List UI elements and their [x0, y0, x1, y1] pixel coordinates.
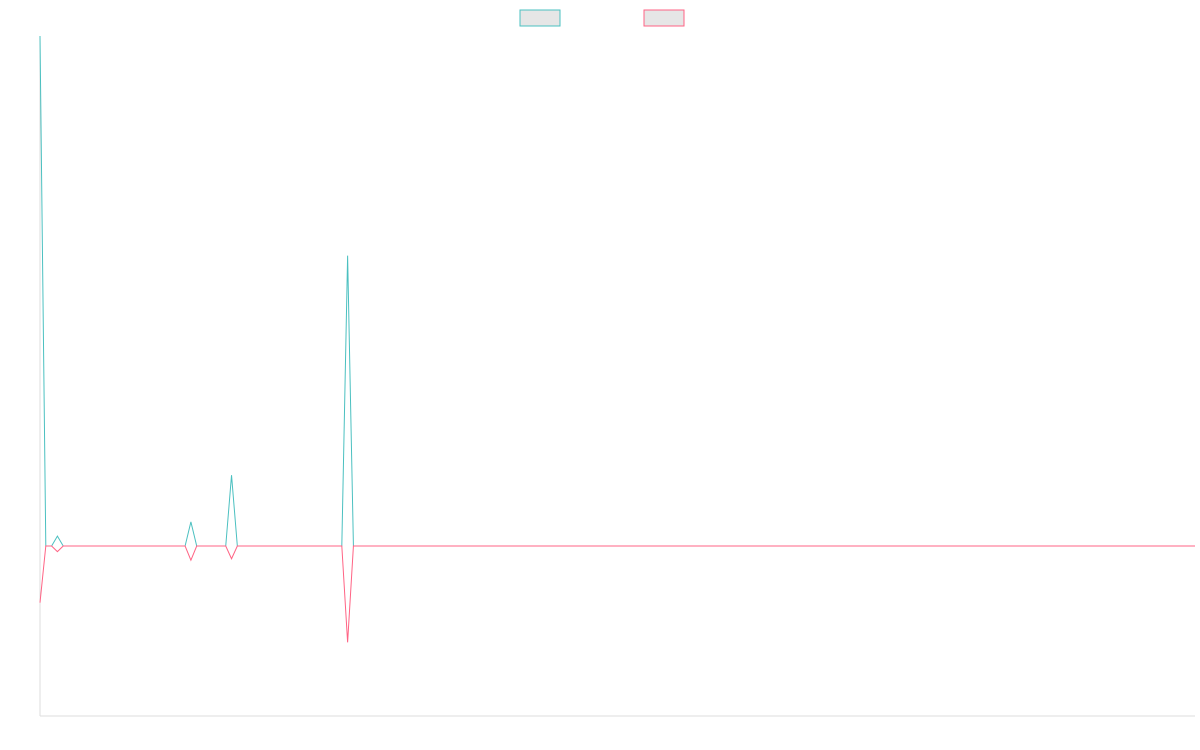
series-line-2 — [39, 545, 1195, 643]
series-layer — [39, 35, 1195, 643]
series-line-1 — [39, 35, 1195, 547]
legend-swatch-2[interactable] — [643, 9, 685, 27]
legend-item-1[interactable] — [519, 9, 561, 27]
legend-item-2[interactable] — [643, 9, 685, 27]
axes — [39, 36, 1195, 717]
legend-swatch-1[interactable] — [519, 9, 561, 27]
legend — [519, 9, 685, 27]
